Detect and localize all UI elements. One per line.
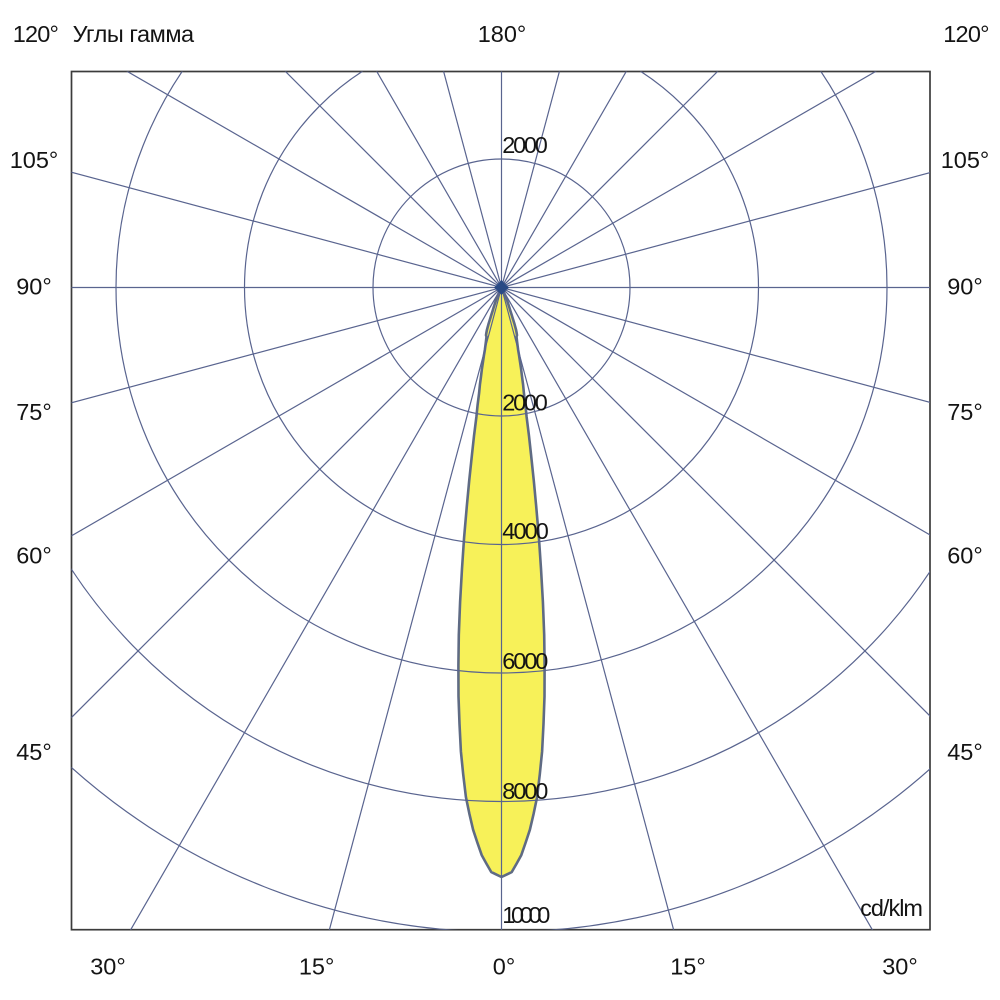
svg-text:180°: 180°	[478, 21, 527, 47]
svg-text:105°: 105°	[941, 147, 990, 173]
svg-text:60°: 60°	[947, 543, 983, 569]
svg-text:10000: 10000	[502, 902, 550, 928]
svg-text:90°: 90°	[16, 274, 52, 300]
svg-text:0°: 0°	[493, 954, 515, 980]
svg-text:120°: 120°	[943, 21, 988, 47]
svg-text:60°: 60°	[16, 543, 52, 569]
svg-text:90°: 90°	[947, 274, 983, 300]
svg-text:75°: 75°	[16, 399, 52, 425]
svg-text:30°: 30°	[90, 954, 126, 980]
svg-text:30°: 30°	[882, 954, 918, 980]
svg-text:105°: 105°	[10, 147, 59, 173]
svg-text:6000: 6000	[502, 648, 548, 674]
svg-text:8000: 8000	[502, 778, 548, 804]
svg-text:2000: 2000	[502, 390, 548, 416]
svg-text:75°: 75°	[947, 399, 983, 425]
svg-text:Углы гамма: Углы гамма	[73, 21, 195, 47]
svg-text:120°: 120°	[13, 21, 58, 47]
svg-text:15°: 15°	[670, 954, 706, 980]
svg-text:15°: 15°	[299, 954, 335, 980]
svg-text:4000: 4000	[502, 518, 549, 544]
svg-text:cd/klm: cd/klm	[860, 895, 922, 921]
svg-text:45°: 45°	[16, 739, 52, 765]
svg-text:45°: 45°	[947, 739, 983, 765]
svg-text:2000: 2000	[502, 132, 548, 158]
